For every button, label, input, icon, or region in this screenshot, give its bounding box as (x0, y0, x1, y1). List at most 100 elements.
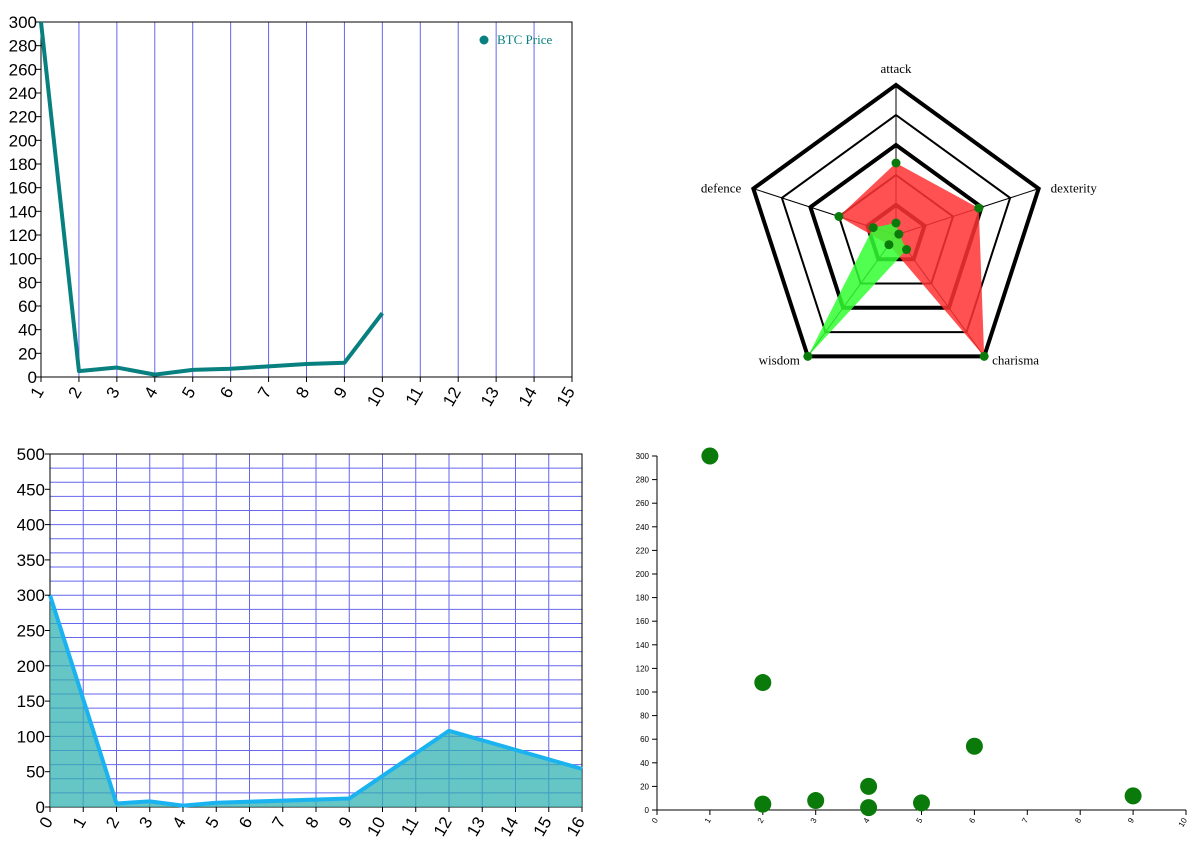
y-tick-label: 160 (9, 179, 37, 198)
y-tick-label: 140 (9, 202, 37, 221)
x-tick-label: 8 (292, 384, 313, 402)
x-tick-label: 15 (553, 384, 579, 410)
y-tick-label: 60 (640, 735, 649, 744)
x-tick-label: 10 (363, 384, 389, 410)
y-tick-label: 300 (636, 452, 650, 461)
legend-marker (479, 35, 489, 45)
radar-level-ring (780, 113, 1012, 334)
x-tick-label: 2 (756, 816, 766, 825)
x-tick-label: 0 (650, 816, 660, 825)
y-tick-label: 180 (636, 594, 650, 603)
radar-series-area (838, 163, 985, 357)
radar-point (902, 245, 912, 255)
radar-level-ring (750, 82, 1042, 359)
y-tick-label: 20 (18, 344, 37, 363)
y-tick-label: 80 (18, 273, 37, 292)
x-tick-label: 10 (1177, 816, 1190, 829)
y-tick-label: 220 (9, 108, 37, 127)
y-tick-label: 200 (9, 131, 37, 150)
scatter-chart: 0204060801001201401601802002202402602803… (636, 447, 1190, 829)
y-tick-label: 100 (9, 250, 37, 269)
area-fill (50, 595, 582, 807)
y-tick-label: 20 (640, 782, 649, 791)
y-tick-label: 160 (636, 617, 650, 626)
scatter-point (701, 447, 719, 465)
x-tick-label: 4 (169, 814, 190, 832)
scatter-point (860, 799, 878, 817)
y-tick-label: 120 (636, 664, 650, 673)
y-tick-label: 60 (18, 297, 37, 316)
y-tick-label: 200 (17, 657, 45, 676)
x-tick-label: 3 (135, 814, 156, 832)
y-tick-label: 300 (17, 586, 45, 605)
x-tick-label: 1 (703, 816, 713, 825)
radar-axis-label: dexterity (1051, 181, 1098, 196)
x-tick-label: 7 (268, 814, 289, 832)
area-line (48, 594, 583, 808)
x-tick-label: 13 (463, 814, 489, 840)
scatter-point (913, 794, 930, 812)
x-tick-label: 5 (914, 816, 924, 825)
radar-axis-label: defence (701, 181, 742, 196)
radar-point (803, 351, 813, 361)
y-tick-label: 250 (17, 622, 45, 641)
x-tick-label: 12 (439, 384, 465, 410)
x-tick-label: 11 (397, 814, 422, 839)
radar-point (894, 229, 904, 239)
x-tick-label: 5 (178, 384, 199, 402)
radar-point (834, 211, 844, 221)
attribute-radar-chart: attack dexterity charisma wisdom defence (701, 61, 1097, 367)
scatter-point (965, 737, 983, 755)
x-tick-label: 4 (140, 384, 161, 402)
x-tick-label: 1 (69, 814, 90, 832)
y-tick-label: 40 (18, 321, 37, 340)
x-tick-label: 4 (862, 816, 872, 825)
x-tick-label: 7 (254, 384, 275, 402)
x-tick-label: 2 (65, 384, 86, 402)
x-tick-label: 6 (967, 816, 977, 825)
y-tick-label: 0 (28, 368, 37, 387)
y-tick-label: 260 (636, 499, 650, 508)
x-tick-label: 15 (530, 814, 556, 840)
y-tick-label: 240 (636, 523, 650, 532)
scatter-point (807, 792, 825, 810)
x-tick-label: 16 (563, 814, 589, 840)
scatter-point (754, 795, 772, 813)
x-tick-label: 14 (515, 384, 541, 410)
x-tick-label: 6 (216, 384, 237, 402)
y-tick-label: 50 (26, 763, 45, 782)
radar-series-area (807, 223, 907, 357)
x-tick-label: 12 (430, 814, 456, 840)
y-tick-label: 150 (17, 692, 45, 711)
y-tick-label: 240 (9, 84, 37, 103)
y-tick-label: 400 (17, 516, 45, 535)
x-tick-label: 9 (335, 814, 356, 832)
radar-point (979, 351, 989, 361)
scatter-point (754, 674, 772, 692)
radar-level-ring (808, 142, 984, 310)
x-tick-label: 0 (36, 814, 57, 832)
y-tick-label: 100 (17, 727, 45, 746)
x-tick-label: 14 (496, 814, 522, 840)
btc-price-line (39, 21, 384, 377)
x-tick-label: 9 (1126, 816, 1136, 825)
y-tick-label: 0 (36, 798, 45, 817)
x-tick-label: 8 (1073, 816, 1083, 825)
y-tick-label: 450 (17, 480, 45, 499)
y-tick-label: 40 (640, 759, 649, 768)
y-tick-label: 300 (9, 13, 37, 32)
y-tick-label: 500 (17, 445, 45, 464)
y-tick-label: 100 (636, 688, 650, 697)
scatter-point (860, 777, 878, 795)
radar-point (884, 240, 894, 250)
radar-point (891, 218, 901, 228)
radar-axis-label: wisdom (759, 352, 800, 367)
x-tick-label: 11 (402, 384, 427, 409)
x-tick-label: 3 (809, 816, 819, 825)
radar-axis-label: charisma (992, 352, 1039, 367)
radar-point (891, 158, 901, 168)
scatter-point (1124, 787, 1142, 805)
y-tick-label: 220 (636, 546, 650, 555)
